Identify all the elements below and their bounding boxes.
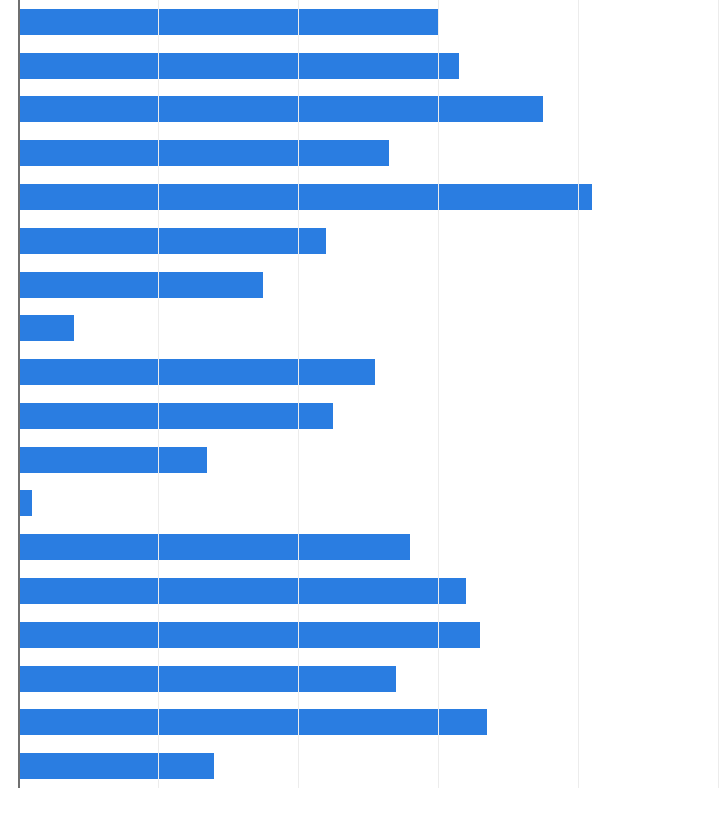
bars-layer xyxy=(18,0,718,788)
gridline xyxy=(718,0,719,788)
bar-slot xyxy=(18,263,718,307)
bar xyxy=(18,315,74,341)
bar-slot xyxy=(18,350,718,394)
bar xyxy=(18,622,480,648)
bar-slot xyxy=(18,0,718,44)
bar-slot xyxy=(18,438,718,482)
bar-slot xyxy=(18,525,718,569)
gridline xyxy=(158,0,159,788)
bar xyxy=(18,447,207,473)
bar xyxy=(18,359,375,385)
y-axis-line xyxy=(18,0,20,788)
bar xyxy=(18,709,487,735)
bar xyxy=(18,9,438,35)
bar-slot xyxy=(18,569,718,613)
bar xyxy=(18,140,389,166)
gridline xyxy=(438,0,439,788)
bar xyxy=(18,666,396,692)
bar xyxy=(18,403,333,429)
bar-slot xyxy=(18,613,718,657)
bar xyxy=(18,753,214,779)
bar xyxy=(18,184,592,210)
bar-slot xyxy=(18,175,718,219)
bar xyxy=(18,578,466,604)
bar xyxy=(18,96,543,122)
bar-slot xyxy=(18,394,718,438)
bar xyxy=(18,272,263,298)
bar-slot xyxy=(18,482,718,526)
bar-slot xyxy=(18,88,718,132)
bar xyxy=(18,534,410,560)
bar-chart xyxy=(0,0,720,831)
plot-area xyxy=(18,0,718,788)
bar xyxy=(18,490,32,516)
bar-slot xyxy=(18,131,718,175)
gridline xyxy=(578,0,579,788)
bar-slot xyxy=(18,306,718,350)
bar-slot xyxy=(18,744,718,788)
bar-slot xyxy=(18,700,718,744)
bar-slot xyxy=(18,657,718,701)
bar-slot xyxy=(18,219,718,263)
bar xyxy=(18,228,326,254)
bar xyxy=(18,53,459,79)
bar-slot xyxy=(18,44,718,88)
gridline xyxy=(298,0,299,788)
